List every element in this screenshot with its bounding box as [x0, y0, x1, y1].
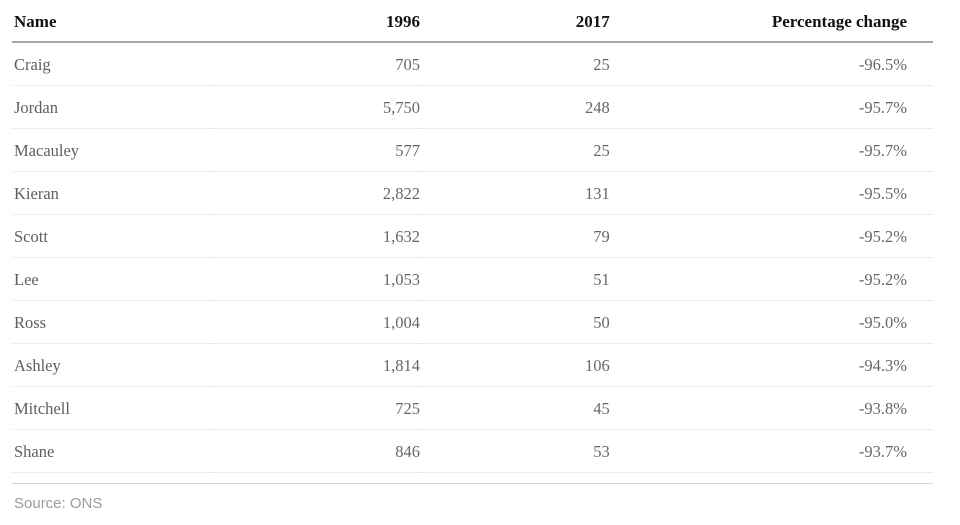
cell-percentage-change: -93.8% — [609, 386, 933, 430]
table-row: Ross 1,004 50 -95.0% — [12, 300, 933, 344]
cell-name: Shane — [12, 429, 215, 473]
cell-percentage-change: -94.3% — [609, 343, 933, 387]
cell-2017: 25 — [419, 128, 610, 172]
cell-percentage-change: -96.5% — [609, 42, 933, 86]
cell-2017: 248 — [419, 85, 610, 129]
cell-1996: 1,632 — [214, 214, 420, 258]
column-header-2017: 2017 — [419, 6, 610, 43]
cell-name: Scott — [12, 214, 215, 258]
cell-percentage-change: -95.7% — [609, 85, 933, 129]
table-row: Lee 1,053 51 -95.2% — [12, 257, 933, 301]
cell-2017: 25 — [419, 42, 610, 86]
cell-name: Ross — [12, 300, 215, 344]
cell-1996: 577 — [214, 128, 420, 172]
column-header-1996: 1996 — [214, 6, 420, 43]
cell-2017: 45 — [419, 386, 610, 430]
source-caption: Source: ONS — [14, 495, 103, 512]
cell-name: Kieran — [12, 171, 215, 215]
cell-1996: 1,004 — [214, 300, 420, 344]
cell-name: Macauley — [12, 128, 215, 172]
table-row: Scott 1,632 79 -95.2% — [12, 214, 933, 258]
cell-name: Mitchell — [12, 386, 215, 430]
names-table-container: Name 1996 2017 Percentage change Craig 7… — [12, 6, 933, 473]
table-row: Mitchell 725 45 -93.8% — [12, 386, 933, 430]
cell-2017: 50 — [419, 300, 610, 344]
table-header: Name 1996 2017 Percentage change — [12, 6, 933, 43]
cell-1996: 705 — [214, 42, 420, 86]
cell-1996: 846 — [214, 429, 420, 473]
column-header-percentage-change: Percentage change — [609, 6, 933, 43]
cell-1996: 2,822 — [214, 171, 420, 215]
cell-1996: 1,053 — [214, 257, 420, 301]
column-header-name: Name — [12, 6, 215, 43]
cell-name: Ashley — [12, 343, 215, 387]
cell-1996: 725 — [214, 386, 420, 430]
cell-name: Craig — [12, 42, 215, 86]
cell-2017: 79 — [419, 214, 610, 258]
cell-name: Lee — [12, 257, 215, 301]
cell-1996: 5,750 — [214, 85, 420, 129]
cell-percentage-change: -95.5% — [609, 171, 933, 215]
table-body: Craig 705 25 -96.5% Jordan 5,750 248 -95… — [12, 42, 933, 473]
table-row: Kieran 2,822 131 -95.5% — [12, 171, 933, 215]
table-row: Shane 846 53 -93.7% — [12, 429, 933, 473]
names-table: Name 1996 2017 Percentage change Craig 7… — [12, 6, 933, 473]
cell-percentage-change: -95.0% — [609, 300, 933, 344]
cell-percentage-change: -95.7% — [609, 128, 933, 172]
cell-2017: 53 — [419, 429, 610, 473]
footer-divider — [12, 483, 933, 484]
cell-1996: 1,814 — [214, 343, 420, 387]
table-row: Ashley 1,814 106 -94.3% — [12, 343, 933, 387]
cell-percentage-change: -95.2% — [609, 257, 933, 301]
cell-name: Jordan — [12, 85, 215, 129]
table-row: Craig 705 25 -96.5% — [12, 42, 933, 86]
table-header-row: Name 1996 2017 Percentage change — [12, 6, 933, 43]
table-row: Macauley 577 25 -95.7% — [12, 128, 933, 172]
cell-2017: 106 — [419, 343, 610, 387]
cell-2017: 51 — [419, 257, 610, 301]
cell-percentage-change: -93.7% — [609, 429, 933, 473]
table-row: Jordan 5,750 248 -95.7% — [12, 85, 933, 129]
cell-2017: 131 — [419, 171, 610, 215]
cell-percentage-change: -95.2% — [609, 214, 933, 258]
